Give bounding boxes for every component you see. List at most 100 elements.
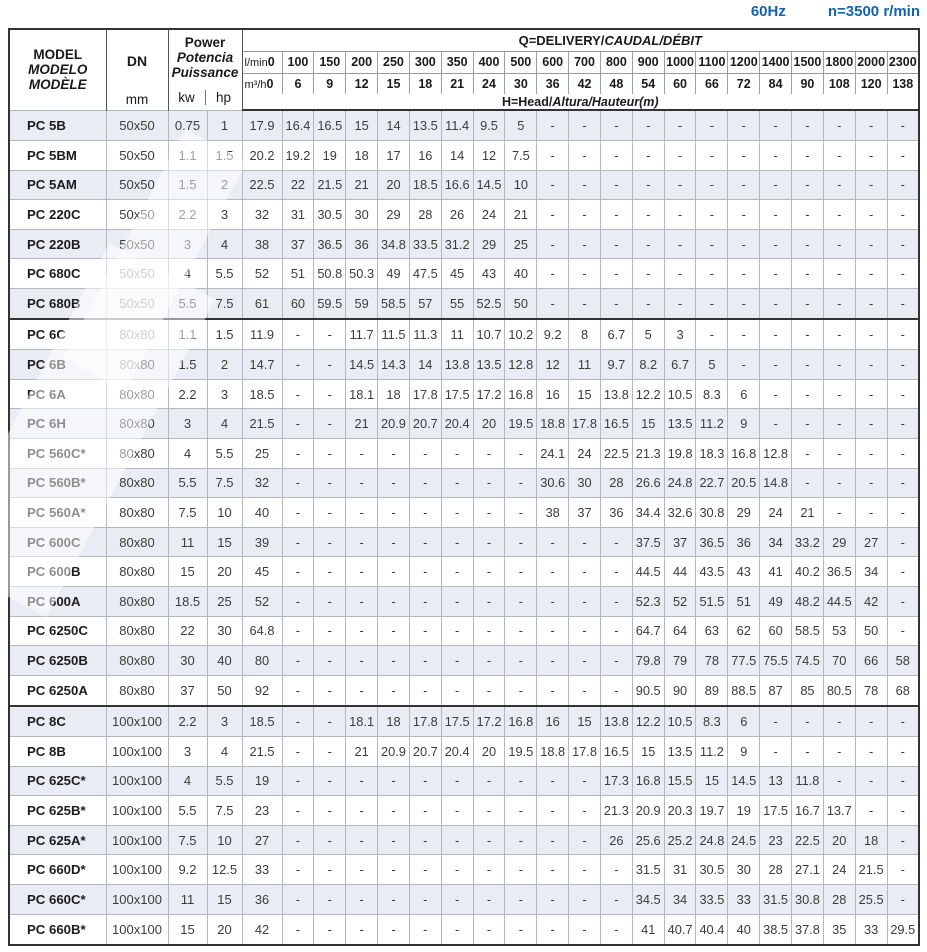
head-value-cell: - — [536, 109, 570, 142]
head-value-cell: - — [727, 140, 761, 171]
head-value-cell: - — [440, 556, 474, 588]
head-value-cell: 51 — [281, 258, 315, 290]
hp-cell: 5.5 — [206, 438, 243, 469]
head-value-cell: 12.2 — [631, 378, 665, 410]
head-value-cell: - — [886, 349, 920, 380]
head-value-cell: - — [281, 615, 315, 647]
head-value-cell: 34 — [663, 884, 697, 915]
head-value-cell: 36 — [345, 228, 379, 260]
hp-cell: 15 — [206, 526, 243, 558]
head-value-cell: 27.1 — [791, 854, 824, 886]
head-value-cell: - — [791, 318, 824, 351]
head-value-cell: - — [886, 199, 920, 230]
head-value-cell: 59 — [345, 288, 379, 320]
head-value-cell: 19.8 — [663, 438, 697, 469]
head-value-cell: - — [408, 824, 442, 856]
head-value-cell: - — [886, 586, 920, 617]
head-value-cell: - — [536, 795, 570, 826]
head-value-cell: 36 — [599, 497, 633, 528]
head-value-cell: - — [599, 854, 633, 886]
hp-cell: 7.5 — [206, 467, 243, 499]
head-value-cell: 24 — [568, 438, 601, 469]
dn-label: DN — [126, 52, 148, 69]
head-value-cell: 24.8 — [695, 824, 729, 856]
head-value-cell: - — [440, 795, 474, 826]
m3h-tick: 72 — [727, 73, 761, 94]
table-row: PC 625B* 100x100 5.5 7.5 23- - - - - - - - - -21.3 20.… — [8, 795, 920, 826]
head-value-cell: - — [822, 438, 856, 469]
head-value-cell: 20.4 — [440, 408, 474, 440]
head-value-cell: - — [663, 258, 697, 290]
head-value-cell: 16.5 — [313, 109, 347, 142]
head-value-cell: 16.5 — [599, 408, 633, 440]
head-value-cell: - — [440, 467, 474, 499]
table-row: PC 625C* 100x100 4 5.5 19- - - - - - - - - -17.3 16.8 1… — [8, 765, 920, 797]
head-value-cell: - — [408, 586, 442, 617]
kw-cell: 1.1 — [167, 140, 208, 171]
head-value-cell: 44 — [663, 556, 697, 588]
head-value-cell: 39 — [241, 526, 283, 558]
head-value-cell: 30.5 — [313, 199, 347, 230]
kw-cell: 1.5 — [167, 169, 208, 201]
dn-cell: 50x50 — [105, 258, 169, 290]
table-row: PC 680C 50x50 4 5.5 52 51 50.8 50.3 49 47.5 45 43 40… — [8, 258, 920, 290]
kw-cell: 2.2 — [167, 704, 208, 737]
head-value-cell: - — [536, 854, 570, 886]
head-value-cell: - — [759, 704, 793, 737]
head-value-cell: 22.5 — [791, 824, 824, 856]
head-value-cell: 30.5 — [695, 854, 729, 886]
head-value-cell: 10.2 — [504, 318, 538, 351]
m3h-tick: 54 — [632, 73, 665, 94]
head-value-cell: 38 — [536, 497, 570, 528]
hp-cell: 7.5 — [206, 795, 243, 826]
head-value-cell: 11.7 — [345, 318, 379, 351]
hp-unit-label: hp — [204, 90, 242, 105]
lmin-tick: 2000 — [855, 51, 888, 74]
head-value-cell: - — [599, 109, 633, 142]
head-value-cell: 57 — [408, 288, 442, 320]
head-value-cell: - — [536, 258, 570, 290]
head-value-cell: - — [886, 526, 920, 558]
lmin-tick: 1500 — [791, 51, 824, 74]
lmin-tick: 150 — [313, 51, 347, 74]
hp-cell: 3 — [206, 704, 243, 737]
head-value-cell: 50 — [504, 288, 538, 320]
head-value-cell: - — [408, 467, 442, 499]
head-value-cell: 9.5 — [472, 109, 506, 142]
head-value-cell: - — [791, 438, 824, 469]
head-value-cell: 35 — [822, 913, 856, 946]
head-value-cell: 13 — [759, 765, 793, 797]
table-row: PC 6H 80x80 3 4 21.5- -21 20.9 20.7 20.4 20 19.5 18… — [8, 408, 920, 440]
head-value-cell: - — [504, 884, 538, 915]
head-value-cell: - — [854, 765, 888, 797]
head-value-cell: - — [886, 140, 920, 171]
head-value-cell: 8 — [568, 318, 601, 351]
head-value-cell: 52 — [663, 586, 697, 617]
head-value-cell: 40 — [504, 258, 538, 290]
head-value-cell: - — [568, 140, 601, 171]
head-value-cell: - — [313, 497, 347, 528]
head-value-cell: - — [313, 913, 347, 946]
head-value-cell: 16.8 — [727, 438, 761, 469]
lmin-unit-label: l/min — [244, 57, 268, 69]
head-value-cell: 10.5 — [663, 378, 697, 410]
m3h-tick: 60 — [664, 73, 697, 94]
head-value-cell: - — [759, 140, 793, 171]
head-value-cell: - — [822, 704, 856, 737]
head-value-cell: 14 — [440, 140, 474, 171]
model-cell: PC 8B — [8, 735, 107, 767]
head-value-cell: - — [854, 467, 888, 499]
head-value-cell: 58.5 — [377, 288, 410, 320]
lmin-tick: 2300 — [887, 51, 919, 74]
head-value-cell: 25 — [504, 228, 538, 260]
head-value-cell: - — [536, 199, 570, 230]
head-value-cell: 27 — [241, 824, 283, 856]
m3h-tick: 6 — [282, 73, 315, 94]
head-value-cell: - — [313, 884, 347, 915]
head-value-cell: - — [281, 674, 315, 707]
head-value-cell: - — [791, 408, 824, 440]
head-value-cell: - — [536, 884, 570, 915]
head-value-cell: - — [886, 109, 920, 142]
head-value-cell: 12 — [472, 140, 506, 171]
head-value-cell: 28 — [759, 854, 793, 886]
